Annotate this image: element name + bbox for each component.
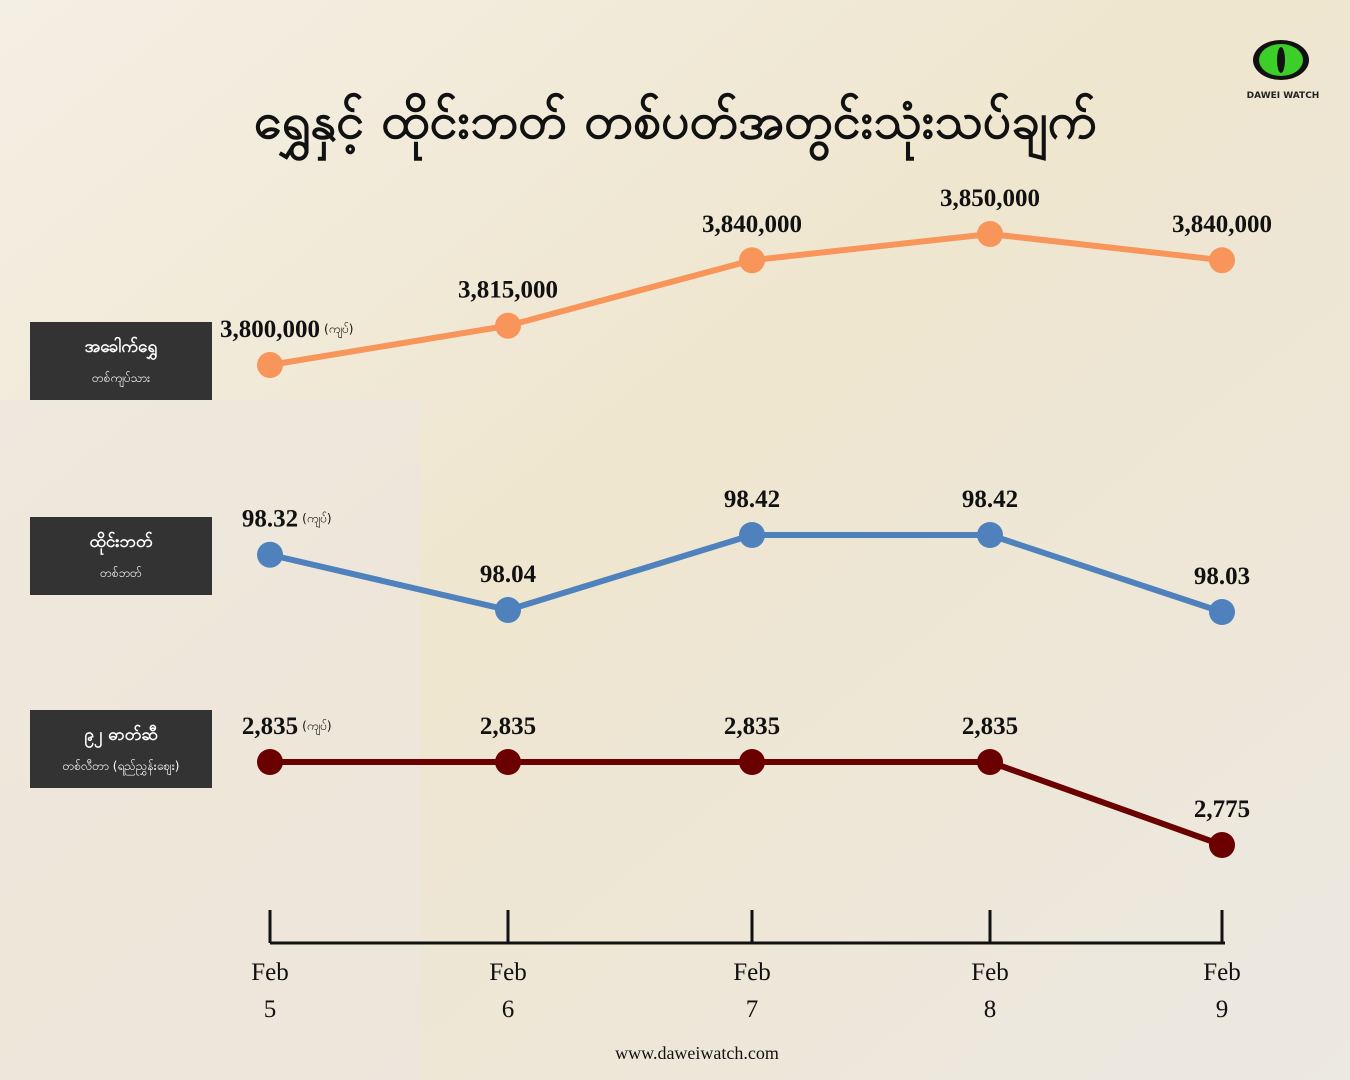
data-label: 98.42 [962,486,1018,513]
series-name: အခေါက်ရွှေ [85,335,158,361]
data-point [495,597,521,624]
data-point [739,522,765,548]
unit-label: (ကျပ်) [302,511,331,529]
data-label: 3,840,000 [702,211,802,238]
x-tick-label-box: Feb 7 [733,959,771,1023]
series-label-box [30,517,212,595]
data-point [977,749,1003,775]
unit-label: (ကျပ်) [324,321,353,339]
x-tick-label: Feb 6 [489,959,527,1023]
data-label: 2,835 [724,713,780,740]
data-point [495,749,521,775]
data-point [739,749,765,775]
series-name: ထိုင်းဘတ် [89,531,153,556]
data-point [257,352,283,378]
series-label-box [30,710,212,788]
x-tick-label: Feb 9 [1203,959,1241,1023]
series-subtitle: တစ်လီတာ (ရည်ညွှန်းဈေး) [63,758,180,776]
logo-text: DAWEI WATCH [1247,91,1320,101]
data-label: 98.03 [1194,563,1250,590]
series-name: ၉၂ ဓာတ်ဆီ [84,724,158,749]
data-label: 3,850,000 [940,185,1040,212]
data-point [257,541,283,568]
series-label-box [30,322,212,400]
data-point [739,247,765,274]
data-label: 3,800,000 [220,316,320,343]
x-tick-label: Feb 8 [971,959,1009,1023]
data-label: 2,775 [1194,796,1250,823]
data-point [977,221,1003,247]
data-point [1209,599,1235,625]
data-point [1209,247,1235,274]
footer: www.daweiwatch.com [615,1043,779,1063]
data-label: 3,840,000 [1172,211,1272,238]
unit-label: (ကျပ်) [302,718,331,736]
data-point [257,749,283,775]
data-label: 3,815,000 [458,277,558,304]
x-tick-label: Feb 7 [733,959,771,1023]
x-tick-label: Feb 5 [251,959,289,1023]
data-point [495,312,521,339]
x-tick-label-box: Feb 9 [1203,959,1241,1023]
logo-icon [1253,40,1309,80]
series-subtitle: တစ်ဘတ် [100,565,142,580]
x-tick-label-box: Feb 8 [971,959,1009,1023]
data-label: 2,835 [962,713,1018,740]
data-label: 98.04 [480,561,537,588]
data-label: 98.42 [724,486,780,513]
x-tick-label-box: Feb 5 [251,959,289,1023]
data-label: 98.32 [242,506,298,533]
data-label: 2,835 [480,713,536,740]
data-point [977,522,1003,548]
x-tick-label-box: Feb 6 [489,959,527,1023]
series-subtitle: တစ်ကျပ်သား [92,370,150,388]
data-point [1209,832,1235,858]
data-label: 2,835 [242,713,298,740]
